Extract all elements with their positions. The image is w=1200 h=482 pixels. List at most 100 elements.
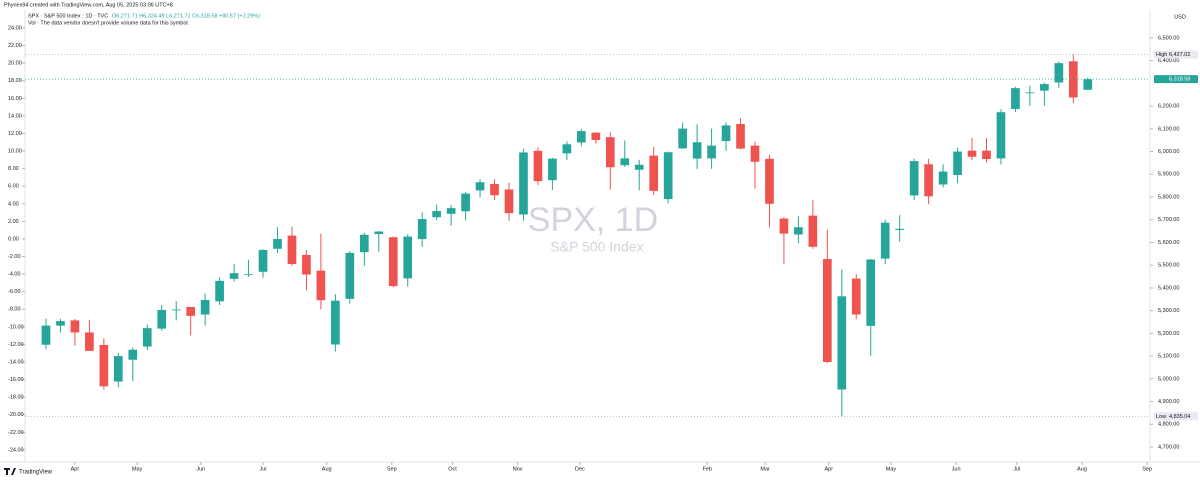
y-tick-label: 5,700.00 <box>1158 217 1179 223</box>
y-tick-label: 6,200.00 <box>1158 104 1179 110</box>
candle-body <box>331 300 340 345</box>
candle-body <box>577 131 586 143</box>
y-tick-label: 6,100.00 <box>1158 126 1179 132</box>
x-tick-label: Apr <box>71 466 80 472</box>
y2-tick-label: -4.00 <box>8 272 21 278</box>
y-tick-label: 4,900.00 <box>1158 399 1179 405</box>
candle-body <box>1083 79 1093 90</box>
x-tick-label: Jun <box>952 466 961 472</box>
candle-body <box>736 124 745 149</box>
y-tick-label: 5,000.00 <box>1158 376 1179 382</box>
y2-tick-label: -6.00 <box>8 289 21 295</box>
candle-body <box>707 145 716 159</box>
candle-body <box>1025 92 1035 94</box>
level-value: 6,318.58 <box>1169 77 1190 83</box>
candle-body <box>388 237 398 287</box>
candle-body <box>128 349 138 360</box>
candle-body <box>1068 61 1078 98</box>
candle-body <box>171 309 181 311</box>
candle-body <box>765 158 774 204</box>
candle-body <box>909 161 919 196</box>
y-tick-label: 5,200.00 <box>1158 331 1179 337</box>
candle-body <box>953 151 962 175</box>
x-tick-label: Aug <box>1077 466 1087 472</box>
candle-body <box>1011 88 1020 110</box>
candle-body <box>649 155 659 191</box>
candle-body <box>417 219 427 240</box>
candle-body <box>634 164 644 170</box>
candle-body <box>200 299 210 315</box>
y2-tick-label: 20.00 <box>8 61 22 67</box>
symbol: SPX · S&P 500 Index · 1D · TVC <box>28 13 108 19</box>
x-tick-label: May <box>886 466 897 472</box>
candle-body <box>99 344 109 387</box>
candle-body <box>895 228 905 230</box>
y-tick-label: 5,300.00 <box>1158 308 1179 314</box>
candle-body <box>287 235 297 265</box>
candle-body <box>620 158 630 166</box>
candle-body <box>142 328 152 347</box>
currency: USD <box>1174 14 1186 20</box>
y-tick-label: 4,700.00 <box>1158 444 1179 450</box>
ohlc: O6,271.71 H6,324.49 L6,271.71 C6,318.58 … <box>112 13 260 19</box>
y2-tick-label: -16.00 <box>8 377 24 383</box>
candle-body <box>244 274 253 276</box>
candle-body <box>70 320 80 333</box>
y2-tick-label: -12.00 <box>8 342 24 348</box>
level-name-tag <box>1154 412 1167 421</box>
level-value: 4,835.04 <box>1169 414 1190 420</box>
candle-body <box>750 145 760 162</box>
candle-body <box>678 128 687 149</box>
candle-body <box>56 321 65 326</box>
volume-note: Vol · The data vendor doesn't provide vo… <box>28 20 190 26</box>
x-tick-label: Sep <box>1142 466 1152 472</box>
level-name: Low <box>1156 414 1166 420</box>
candle-body <box>229 273 239 279</box>
y2-tick-label: -14.00 <box>8 359 24 365</box>
y2-tick-label: -24.00 <box>8 447 24 453</box>
candle-body <box>548 158 557 181</box>
y-tick-label: 5,600.00 <box>1158 240 1179 246</box>
x-tick-label: Apr <box>824 466 833 472</box>
y-tick-label: 4,800.00 <box>1158 422 1179 428</box>
level-value: 6,427.02 <box>1169 52 1190 58</box>
level-name-tag <box>1154 50 1167 59</box>
candle-body <box>779 218 789 234</box>
candle-body <box>851 278 861 315</box>
x-tick-label: May <box>132 466 143 472</box>
x-tick-label: Jul <box>1013 466 1020 472</box>
candle-body <box>1054 63 1064 83</box>
candle-body <box>359 234 369 253</box>
y2-tick-label: 4.00 <box>8 201 19 207</box>
x-tick-label: Mar <box>760 466 770 472</box>
level-tag <box>1154 75 1198 84</box>
candle-body <box>533 150 543 182</box>
candle-body <box>258 249 268 272</box>
y2-tick-label: 6.00 <box>8 184 19 190</box>
candle-body <box>721 125 731 142</box>
y2-tick-label: 24.00 <box>8 25 22 31</box>
candle-body <box>996 112 1006 159</box>
watermark: SPX, 1D S&P 500 Index <box>528 201 658 255</box>
candle-body <box>157 309 167 329</box>
candle-body <box>837 296 847 390</box>
candle-body <box>822 259 832 362</box>
candle-body <box>186 307 196 316</box>
y-tick-label: 5,800.00 <box>1158 194 1179 200</box>
candle-body <box>808 215 818 247</box>
watermark-subtitle: S&P 500 Index <box>550 239 643 255</box>
candle-body <box>591 132 601 140</box>
candle-body <box>432 211 441 218</box>
y2-tick-label: 12.00 <box>8 131 22 137</box>
candle-body <box>794 227 803 235</box>
candle-body <box>866 259 876 326</box>
y2-tick-label: -8.00 <box>8 307 21 313</box>
candle-body <box>490 184 499 196</box>
candle-body <box>663 152 673 200</box>
x-tick-label: Sep <box>387 466 397 472</box>
x-tick-label: Jul <box>260 466 267 472</box>
y-tick-label: 6,000.00 <box>1158 149 1179 155</box>
y2-tick-label: 18.00 <box>8 78 22 84</box>
candle-body <box>692 142 702 159</box>
